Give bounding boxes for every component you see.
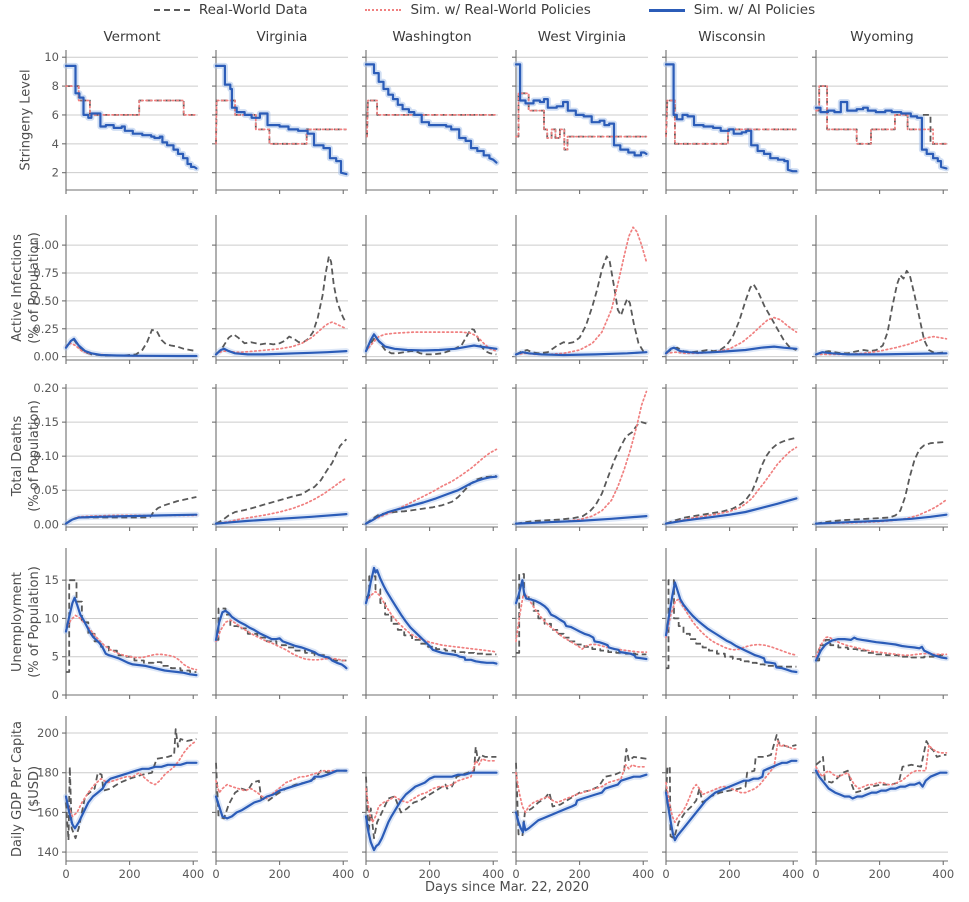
column-title-wyoming: Wyoming	[850, 29, 914, 45]
legend-label: Sim. w/ Real-World Policies	[410, 2, 591, 18]
svg-text:0.50: 0.50	[33, 294, 59, 308]
svg-text:0: 0	[62, 867, 69, 881]
svg-text:400: 400	[332, 867, 354, 881]
svg-text:200: 200	[269, 867, 291, 881]
svg-text:0: 0	[662, 867, 669, 881]
svg-text:10: 10	[44, 611, 59, 625]
svg-text:400: 400	[482, 867, 504, 881]
svg-text:0.25: 0.25	[33, 322, 59, 336]
legend-line-sample-solid	[648, 8, 685, 12]
svg-text:400: 400	[182, 867, 204, 881]
svg-text:0.15: 0.15	[33, 415, 59, 429]
column-title-virginia: Virginia	[256, 29, 308, 45]
svg-text:6: 6	[52, 108, 59, 122]
legend-item-sim-ai-policies: Sim. w/ AI Policies	[648, 2, 816, 18]
svg-text:400: 400	[782, 867, 804, 881]
legend-item-sim-real-world-policies: Sim. w/ Real-World Policies	[365, 2, 591, 18]
svg-text:200: 200	[419, 867, 441, 881]
legend-line-sample-dashed	[153, 9, 190, 11]
legend-item-real-world-data: Real-World Data	[153, 2, 308, 18]
x-axis-label: Days since Mar. 22, 2020	[425, 880, 589, 895]
svg-text:200: 200	[719, 867, 741, 881]
svg-text:1.00: 1.00	[33, 238, 59, 252]
svg-text:0.20: 0.20	[33, 381, 59, 395]
svg-text:5: 5	[52, 650, 59, 664]
svg-text:0: 0	[52, 688, 59, 702]
svg-text:400: 400	[932, 867, 954, 881]
svg-text:0.00: 0.00	[33, 350, 59, 364]
svg-text:200: 200	[119, 867, 141, 881]
column-title-washington: Washington	[392, 29, 472, 45]
svg-text:140: 140	[37, 845, 59, 859]
svg-text:4: 4	[52, 137, 59, 151]
svg-text:2: 2	[52, 166, 59, 180]
svg-text:400: 400	[632, 867, 654, 881]
svg-text:200: 200	[869, 867, 891, 881]
svg-text:200: 200	[569, 867, 591, 881]
svg-text:0: 0	[812, 867, 819, 881]
legend-label: Sim. w/ AI Policies	[693, 2, 816, 18]
svg-text:0: 0	[362, 867, 369, 881]
column-title-west-virginia: West Virginia	[537, 29, 627, 45]
svg-text:0.10: 0.10	[33, 449, 59, 463]
legend: Real-World Data Sim. w/ Real-World Polic…	[0, 2, 969, 18]
svg-text:0: 0	[512, 867, 519, 881]
svg-text:0.75: 0.75	[33, 266, 59, 280]
svg-text:8: 8	[52, 79, 59, 93]
svg-text:10: 10	[44, 50, 59, 64]
svg-text:0.00: 0.00	[33, 517, 59, 531]
column-title-vermont: Vermont	[103, 29, 161, 45]
svg-text:160: 160	[37, 805, 59, 819]
legend-line-sample-dotted	[365, 9, 402, 11]
svg-text:15: 15	[44, 573, 59, 587]
svg-text:0: 0	[212, 867, 219, 881]
svg-text:0.05: 0.05	[33, 483, 59, 497]
svg-text:200: 200	[37, 726, 59, 740]
column-title-wisconsin: Wisconsin	[698, 29, 766, 45]
legend-label: Real-World Data	[198, 2, 308, 18]
svg-text:180: 180	[37, 766, 59, 780]
